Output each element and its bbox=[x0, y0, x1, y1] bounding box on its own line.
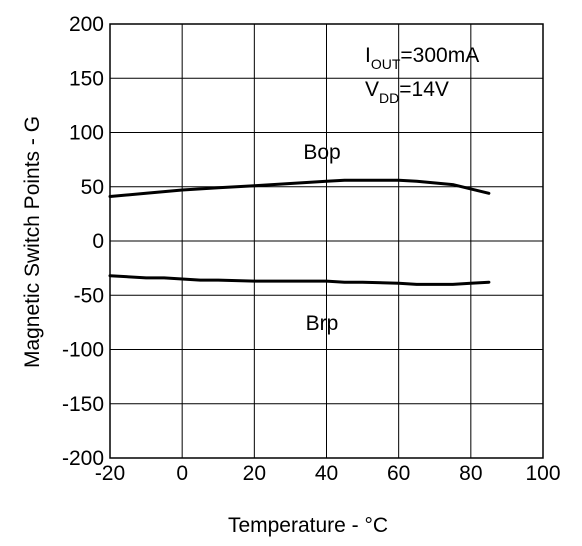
condition-iout: IOUT=300mA bbox=[365, 44, 479, 72]
series-lines bbox=[108, 178, 491, 286]
series-line-bop bbox=[108, 178, 491, 198]
x-tick-label: 20 bbox=[243, 462, 266, 485]
x-tick-label: 0 bbox=[176, 462, 188, 485]
plot-frame bbox=[109, 23, 544, 459]
y-tick-label: 0 bbox=[92, 230, 104, 253]
series-labels: Bop Brp bbox=[303, 141, 340, 335]
condition-vdd-value: =14V bbox=[399, 78, 449, 101]
y-tick-label: -100 bbox=[62, 339, 104, 362]
y-tick-label: 100 bbox=[69, 122, 104, 145]
series-line-brp bbox=[108, 274, 491, 286]
y-tick-label: 150 bbox=[69, 67, 104, 90]
y-tick-labels: -200 -150 -100 -50 0 50 100 150 200 bbox=[62, 13, 104, 470]
x-tick-labels: -20 0 20 40 60 80 100 bbox=[95, 462, 561, 485]
x-tick-label: 60 bbox=[387, 462, 410, 485]
condition-iout-sub: OUT bbox=[371, 56, 401, 72]
condition-vdd-sub: DD bbox=[379, 90, 399, 106]
condition-vdd-base: V bbox=[365, 78, 379, 101]
y-axis-label: Magnetic Switch Points - G bbox=[21, 116, 44, 368]
y-tick-label: -200 bbox=[62, 447, 104, 470]
series-label-bop: Bop bbox=[303, 141, 340, 164]
x-tick-label: -20 bbox=[95, 462, 125, 485]
series-label-brp: Brp bbox=[306, 312, 339, 335]
y-tick-label: 50 bbox=[81, 176, 104, 199]
y-tick-label: 200 bbox=[69, 13, 104, 36]
x-tick-label: 80 bbox=[459, 462, 482, 485]
x-tick-label: 40 bbox=[315, 462, 338, 485]
condition-iout-base: I bbox=[365, 44, 371, 67]
y-tick-label: -50 bbox=[74, 284, 104, 307]
x-axis-label: Temperature - °C bbox=[228, 514, 388, 537]
condition-vdd: VDD=14V bbox=[365, 78, 449, 106]
condition-iout-value: =300mA bbox=[400, 44, 479, 67]
x-tick-label: 100 bbox=[525, 462, 560, 485]
gridlines bbox=[110, 24, 543, 458]
y-tick-label: -150 bbox=[62, 393, 104, 416]
test-conditions: IOUT=300mA VDD=14V bbox=[365, 44, 479, 106]
